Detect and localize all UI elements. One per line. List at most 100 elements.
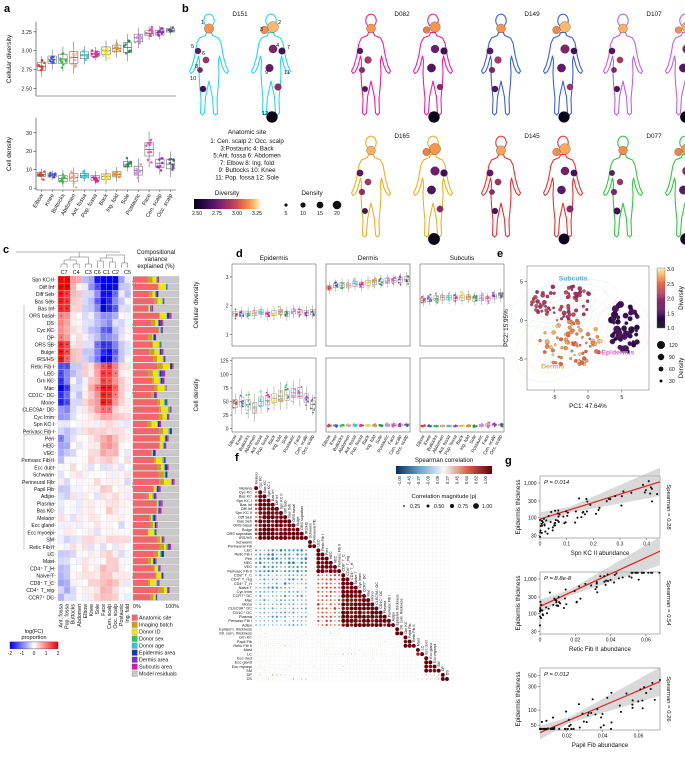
svg-text:*: * <box>115 307 117 311</box>
corr-dot <box>301 678 303 680</box>
corr-dot <box>415 647 420 652</box>
heatmap-cell <box>94 391 101 399</box>
heatmap-cell <box>118 369 125 378</box>
corr-dot <box>317 607 320 610</box>
corr-diag-label: Spn KC I <box>267 482 271 497</box>
corr-dot <box>266 527 271 532</box>
heatmap-row-label: Adipo <box>41 494 54 500</box>
variance-segment <box>164 298 179 305</box>
heatmap-cell <box>124 521 131 529</box>
svg-text:*: * <box>97 285 99 289</box>
data-point <box>609 578 612 582</box>
data-point <box>582 510 585 514</box>
heatmap-cell <box>63 456 71 464</box>
corr-dot <box>341 623 345 627</box>
data-point <box>539 529 542 532</box>
data-point <box>594 713 597 716</box>
variance-segment <box>167 586 169 594</box>
data-point <box>620 495 623 498</box>
heatmap-cell <box>100 571 107 580</box>
svg-text:5:Ant. fossa 6: Abdomen: 5:Ant. fossa 6: Abdomen <box>213 153 281 160</box>
heatmap-cell <box>69 478 77 486</box>
heatmap-cell <box>100 434 107 443</box>
variance-segment <box>164 384 166 392</box>
heatmap-cell <box>112 427 119 435</box>
corr-dot <box>425 674 427 676</box>
corr-dot <box>359 637 361 638</box>
svg-text:300: 300 <box>528 684 537 690</box>
data-point <box>603 575 606 578</box>
svg-text:**: ** <box>66 401 69 405</box>
data-point <box>586 500 589 503</box>
corr-dot <box>353 594 358 598</box>
corr-dot <box>305 641 307 642</box>
corr-dot <box>353 598 358 602</box>
corr-dot <box>359 661 361 663</box>
corr-dot <box>355 628 356 630</box>
heatmap-cell <box>69 528 77 537</box>
corr-row-label: Epiderm. thickness <box>219 626 252 631</box>
corr-dot <box>284 674 286 676</box>
corr-dot <box>329 619 332 622</box>
pca-point <box>585 299 590 303</box>
corr-dot <box>326 653 328 655</box>
corr-dot <box>266 515 271 520</box>
heatmap-cell <box>106 319 113 327</box>
corr-dot <box>378 614 383 619</box>
heatmap-cell <box>88 593 95 602</box>
heatmap-col-label: Postauric <box>119 604 125 626</box>
variance-segment <box>165 471 168 478</box>
variance-segment <box>133 276 148 283</box>
site-marker <box>359 67 365 73</box>
variance-segment <box>156 290 159 298</box>
heatmap-cell <box>57 420 65 428</box>
corr-dot <box>309 666 311 667</box>
corr-dot <box>357 602 362 607</box>
corr-dot <box>272 599 274 601</box>
heatmap-cell <box>88 449 95 457</box>
corr-row-label: CD8⁺ T_C <box>234 572 252 577</box>
svg-text:**: ** <box>102 343 105 347</box>
svg-text:***: *** <box>101 307 106 311</box>
site-marker <box>552 26 561 34</box>
corr-dot <box>303 535 308 540</box>
heatmap-cell <box>76 362 83 370</box>
heatmap-cell <box>82 304 89 313</box>
heatmap-cell <box>82 283 89 291</box>
pca-point <box>560 346 564 350</box>
heatmap-cell <box>76 521 83 529</box>
corr-dot <box>259 586 262 589</box>
corr-dot <box>321 595 324 597</box>
corr-dot <box>280 582 282 585</box>
corr-diag-label: ORS suprabas <box>300 506 304 530</box>
pca-point <box>615 319 621 325</box>
corr-dot <box>255 541 257 543</box>
corr-dot <box>334 582 336 585</box>
data-point <box>599 575 602 578</box>
corr-dot <box>304 615 307 618</box>
data-point <box>554 598 557 601</box>
corr-dot <box>436 668 441 673</box>
svg-text:***: *** <box>113 285 118 289</box>
variance-segment <box>155 572 157 579</box>
corr-dot <box>325 594 328 598</box>
corr-dot <box>259 661 261 663</box>
heatmap-cell <box>106 311 113 320</box>
svg-text:1.0: 1.0 <box>667 326 674 332</box>
variance-segment <box>165 435 168 442</box>
pca-point <box>551 353 555 357</box>
heatmap-row-label: CD4⁺ T_reg <box>26 588 54 594</box>
variance-segment <box>160 485 179 493</box>
corr-dot <box>325 586 328 589</box>
heatmap-cell <box>124 434 131 443</box>
data-point <box>631 699 634 702</box>
heatmap-cell <box>82 369 89 378</box>
heatmap-cell <box>57 456 65 464</box>
variance-segment <box>133 457 155 464</box>
svg-text:100: 100 <box>528 708 537 714</box>
site-marker <box>680 111 685 123</box>
corr-row-label: Perivasc Fib II <box>227 568 252 573</box>
heatmap-cell <box>76 326 83 334</box>
